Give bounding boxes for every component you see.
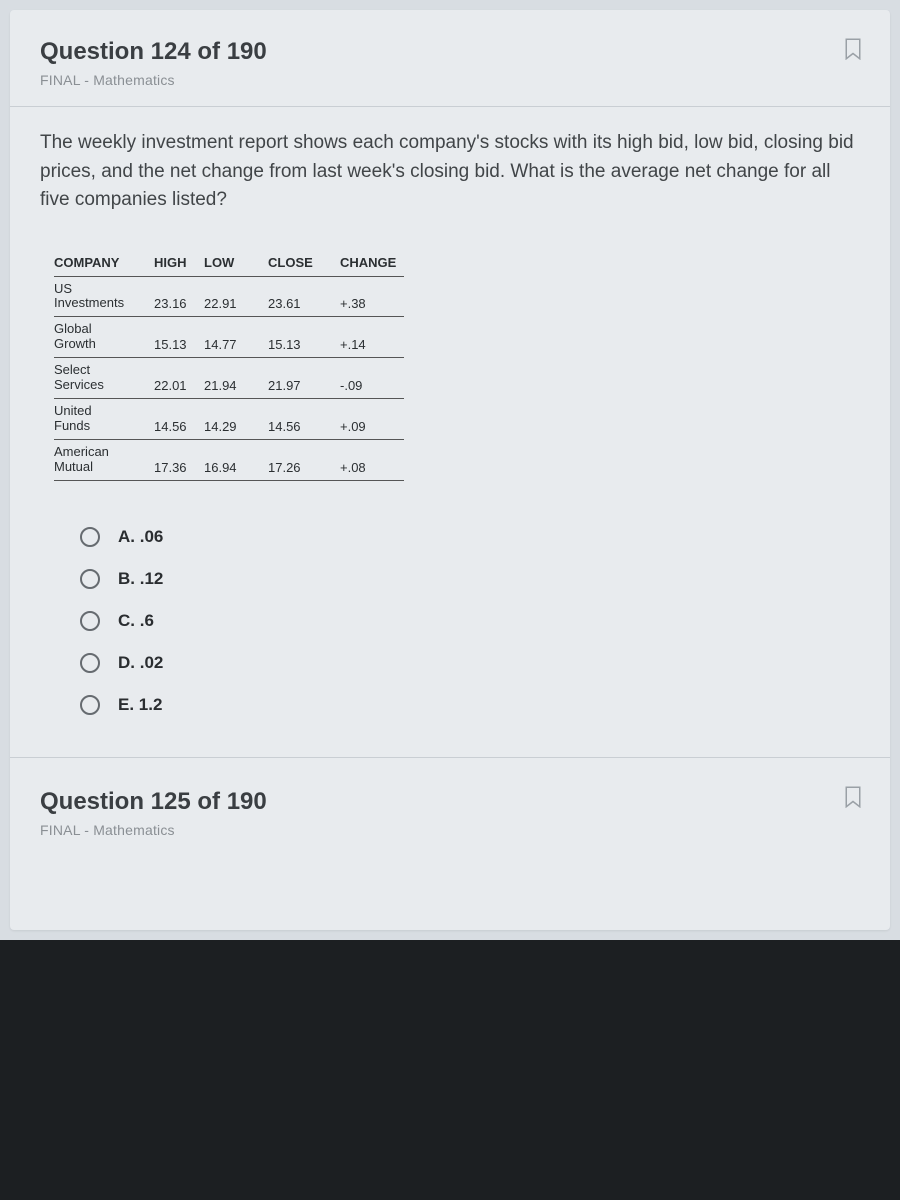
option-c[interactable]: C. .6 xyxy=(80,611,860,631)
table-row: American Mutual 17.36 16.94 17.26 +.08 xyxy=(54,440,404,481)
radio-icon[interactable] xyxy=(80,611,100,631)
data-table-wrap: COMPANY HIGH LOW CLOSE CHANGE US Investm… xyxy=(10,225,890,487)
cell-low: 22.91 xyxy=(204,276,268,317)
question-title: Question 124 of 190 xyxy=(40,38,860,66)
company-line2: Mutual xyxy=(54,459,93,474)
company-line2: Investments xyxy=(54,295,124,310)
cell-change: -.09 xyxy=(340,358,404,399)
cell-high: 15.13 xyxy=(154,317,204,358)
option-text: .06 xyxy=(140,527,164,546)
option-label: B. .12 xyxy=(118,569,163,589)
table-row: US Investments 23.16 22.91 23.61 +.38 xyxy=(54,276,404,317)
radio-icon[interactable] xyxy=(80,653,100,673)
table-header-row: COMPANY HIGH LOW CLOSE CHANGE xyxy=(54,251,404,277)
question-subject: FINAL - Mathematics xyxy=(40,72,860,88)
option-label: D. .02 xyxy=(118,653,163,673)
col-close: CLOSE xyxy=(268,251,340,277)
cell-high: 17.36 xyxy=(154,440,204,481)
question-prompt: The weekly investment report shows each … xyxy=(40,129,860,215)
cell-company: US Investments xyxy=(54,276,154,317)
company-line1: US xyxy=(54,281,72,296)
option-label: C. .6 xyxy=(118,611,154,631)
next-question-title: Question 125 of 190 xyxy=(40,788,860,816)
option-letter: E. xyxy=(118,695,134,714)
next-question-header: Question 125 of 190 FINAL - Mathematics xyxy=(10,757,890,844)
next-question-subject: FINAL - Mathematics xyxy=(40,822,860,838)
cell-change: +.08 xyxy=(340,440,404,481)
cell-change: +.09 xyxy=(340,399,404,440)
option-text: .12 xyxy=(140,569,164,588)
col-company: COMPANY xyxy=(54,251,154,277)
option-e[interactable]: E. 1.2 xyxy=(80,695,860,715)
option-letter: D. xyxy=(118,653,135,672)
cell-change: +.14 xyxy=(340,317,404,358)
option-letter: C. xyxy=(118,611,135,630)
bookmark-icon[interactable] xyxy=(844,38,862,60)
cell-company: Select Services xyxy=(54,358,154,399)
option-d[interactable]: D. .02 xyxy=(80,653,860,673)
company-line2: Services xyxy=(54,377,104,392)
cell-close: 23.61 xyxy=(268,276,340,317)
cell-close: 17.26 xyxy=(268,440,340,481)
cell-company: United Funds xyxy=(54,399,154,440)
company-line1: Global xyxy=(54,321,92,336)
question-body: The weekly investment report shows each … xyxy=(10,107,890,225)
cell-change: +.38 xyxy=(340,276,404,317)
bottom-bar xyxy=(0,940,900,1200)
option-text: .02 xyxy=(140,653,164,672)
cell-close: 15.13 xyxy=(268,317,340,358)
option-letter: A. xyxy=(118,527,135,546)
company-line2: Growth xyxy=(54,336,96,351)
table-row: Select Services 22.01 21.94 21.97 -.09 xyxy=(54,358,404,399)
option-a[interactable]: A. .06 xyxy=(80,527,860,547)
answer-options: A. .06 B. .12 C. .6 D. .02 xyxy=(10,487,890,757)
radio-icon[interactable] xyxy=(80,527,100,547)
col-low: LOW xyxy=(204,251,268,277)
bookmark-icon[interactable] xyxy=(844,786,862,808)
company-line2: Funds xyxy=(54,418,90,433)
cell-low: 21.94 xyxy=(204,358,268,399)
cell-low: 14.77 xyxy=(204,317,268,358)
company-line1: Select xyxy=(54,362,90,377)
company-line1: United xyxy=(54,403,92,418)
exam-page: Question 124 of 190 FINAL - Mathematics … xyxy=(10,10,890,930)
radio-icon[interactable] xyxy=(80,569,100,589)
radio-icon[interactable] xyxy=(80,695,100,715)
cell-high: 14.56 xyxy=(154,399,204,440)
cell-company: American Mutual xyxy=(54,440,154,481)
investment-table: COMPANY HIGH LOW CLOSE CHANGE US Investm… xyxy=(54,251,404,481)
option-label: E. 1.2 xyxy=(118,695,162,715)
option-letter: B. xyxy=(118,569,135,588)
table-row: United Funds 14.56 14.29 14.56 +.09 xyxy=(54,399,404,440)
option-text: .6 xyxy=(140,611,154,630)
option-label: A. .06 xyxy=(118,527,163,547)
cell-low: 16.94 xyxy=(204,440,268,481)
option-b[interactable]: B. .12 xyxy=(80,569,860,589)
cell-low: 14.29 xyxy=(204,399,268,440)
col-change: CHANGE xyxy=(340,251,404,277)
cell-company: Global Growth xyxy=(54,317,154,358)
company-line1: American xyxy=(54,444,109,459)
question-header: Question 124 of 190 FINAL - Mathematics xyxy=(10,10,890,107)
table-row: Global Growth 15.13 14.77 15.13 +.14 xyxy=(54,317,404,358)
col-high: HIGH xyxy=(154,251,204,277)
cell-close: 14.56 xyxy=(268,399,340,440)
cell-close: 21.97 xyxy=(268,358,340,399)
cell-high: 22.01 xyxy=(154,358,204,399)
option-text: 1.2 xyxy=(139,695,163,714)
cell-high: 23.16 xyxy=(154,276,204,317)
